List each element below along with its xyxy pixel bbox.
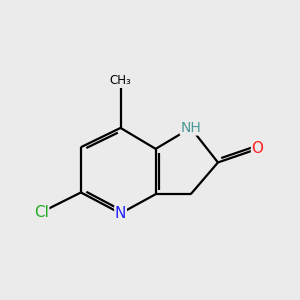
Text: NH: NH [180,121,201,135]
Text: O: O [252,141,264,156]
Text: CH₃: CH₃ [110,74,131,87]
Text: Cl: Cl [34,205,49,220]
Text: N: N [115,206,126,221]
